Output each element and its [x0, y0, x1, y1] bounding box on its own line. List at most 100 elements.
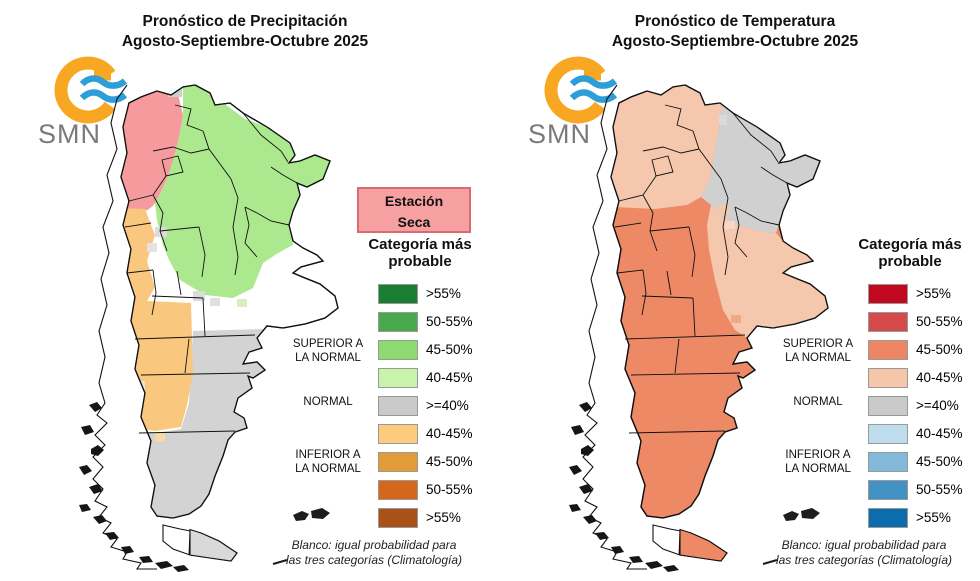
legend-item: 45-50%	[378, 340, 473, 360]
legend-item: 40-45%	[378, 424, 473, 444]
pixel-noise	[210, 298, 220, 306]
pixel-noise	[725, 221, 735, 229]
forecast-title-line2: Agosto-Septiembre-Octubre 2025	[611, 33, 859, 50]
legend-swatch	[378, 284, 418, 304]
smn-logo-icon	[544, 56, 618, 124]
legend-swatch	[868, 284, 908, 304]
legend-label: 45-50%	[916, 342, 963, 357]
forecast-title: Pronóstico de Temperatura Agosto-Septiem…	[490, 12, 980, 52]
forecast-title-line1: Pronóstico de Temperatura	[634, 13, 836, 30]
region-superior-40-45-nw	[611, 85, 723, 209]
province-borders	[124, 104, 298, 434]
region-inferior-normal-orange	[121, 207, 193, 431]
legend-group-superior: SUPERIOR A LA NORMAL	[782, 338, 854, 364]
malvinas-islands	[293, 508, 330, 521]
tdf-border	[188, 528, 191, 556]
legend-item: >55%	[868, 508, 963, 528]
smn-logo-text: SMN	[38, 119, 101, 149]
province-borders	[614, 104, 788, 434]
legend-item: 50-55%	[378, 480, 473, 500]
dry-season-line2: Seca	[397, 214, 431, 230]
chile-archipelago	[569, 402, 679, 572]
legend-item: 50-55%	[378, 312, 473, 332]
legend-swatch	[378, 452, 418, 472]
pixel-noise	[237, 299, 247, 307]
chile-archipelago	[79, 402, 189, 572]
legend: >55% 50-55% 45-50% 40-45% >=40% 40-45% 4…	[868, 284, 963, 536]
legend-label: >55%	[426, 510, 461, 525]
legend-swatch	[378, 508, 418, 528]
legend-swatch	[378, 424, 418, 444]
legend-label: 45-50%	[916, 454, 963, 469]
forecast-title-line2: Agosto-Septiembre-Octubre 2025	[121, 33, 369, 50]
smn-logo-icon	[54, 56, 128, 124]
tierra-del-fuego-argentina	[189, 528, 238, 562]
legend-item: >55%	[378, 508, 473, 528]
pixel-noise	[155, 433, 165, 441]
legend-item: 50-55%	[868, 480, 963, 500]
legend-item: 40-45%	[868, 368, 963, 388]
forecast-title-line1: Pronóstico de Precipitación	[142, 13, 348, 30]
pixel-noise	[719, 115, 727, 125]
south-islet-dash	[272, 559, 288, 565]
tierra-del-fuego-argentina	[679, 528, 728, 562]
legend-label: >55%	[916, 286, 951, 301]
legend-swatch	[868, 368, 908, 388]
legend-swatch	[378, 340, 418, 360]
legend-swatch	[868, 508, 908, 528]
malvinas-islands	[783, 508, 820, 521]
legend-swatch	[868, 480, 908, 500]
legend-item: 45-50%	[868, 340, 963, 360]
legend-item: 50-55%	[868, 312, 963, 332]
panel-temperature: Pronóstico de Temperatura Agosto-Septiem…	[490, 0, 980, 581]
legend-label: >55%	[916, 510, 951, 525]
legend-swatch	[868, 424, 908, 444]
legend-swatch	[868, 312, 908, 332]
legend-swatch	[378, 396, 418, 416]
region-estacion-seca	[121, 85, 183, 213]
legend-item: 45-50%	[868, 452, 963, 472]
chile-coastline	[582, 84, 647, 570]
legend-group-inferior: INFERIOR A LA NORMAL	[785, 449, 851, 475]
legend-item: >55%	[868, 284, 963, 304]
legend: >55% 50-55% 45-50% 40-45% >=40% 40-45% 4…	[378, 284, 473, 536]
legend-group-normal: NORMAL	[793, 396, 843, 408]
footnote: Blanco: igual probabilidad para las tres…	[775, 538, 953, 567]
legend-heading: Categoría más probable	[858, 236, 962, 270]
legend-label: 50-55%	[916, 482, 963, 497]
legend-swatch	[868, 340, 908, 360]
legend-item: 45-50%	[378, 452, 473, 472]
argentina-outline	[610, 84, 829, 519]
legend-group-normal: NORMAL	[303, 396, 353, 408]
legend-group-superior: SUPERIOR A LA NORMAL	[292, 338, 364, 364]
legend-label: 45-50%	[426, 454, 473, 469]
legend-label: 50-55%	[426, 314, 473, 329]
legend-label: 40-45%	[916, 426, 963, 441]
legend-group-inferior: INFERIOR A LA NORMAL	[295, 449, 361, 475]
pixel-noise	[717, 205, 729, 215]
pixel-noise	[731, 315, 741, 323]
dry-season-box: Estación Seca	[357, 187, 471, 233]
legend-swatch	[868, 396, 908, 416]
dry-season-line1: Estación	[384, 193, 444, 209]
legend-label: 40-45%	[426, 426, 473, 441]
legend-item: 40-45%	[378, 368, 473, 388]
legend-label: 40-45%	[426, 370, 473, 385]
legend-item: >55%	[378, 284, 473, 304]
chile-coastline	[92, 84, 157, 570]
legend-swatch	[378, 312, 418, 332]
pixel-noise	[725, 295, 735, 305]
legend-heading: Categoría más probable	[368, 236, 472, 270]
region-superior-40-45-ba	[707, 205, 828, 338]
legend-item: >=40%	[868, 396, 963, 416]
legend-item: >=40%	[378, 396, 473, 416]
footnote: Blanco: igual probabilidad para las tres…	[285, 538, 463, 567]
smn-logo-text: SMN	[528, 119, 591, 149]
legend-label: 45-50%	[426, 342, 473, 357]
legend-item: 40-45%	[868, 424, 963, 444]
south-islet-dash	[762, 559, 778, 565]
argentina-map-temperature	[569, 84, 829, 572]
argentina-map-precipitation	[79, 84, 339, 572]
panel-precipitation: Pronóstico de Precipitación Agosto-Septi…	[38, 13, 473, 572]
